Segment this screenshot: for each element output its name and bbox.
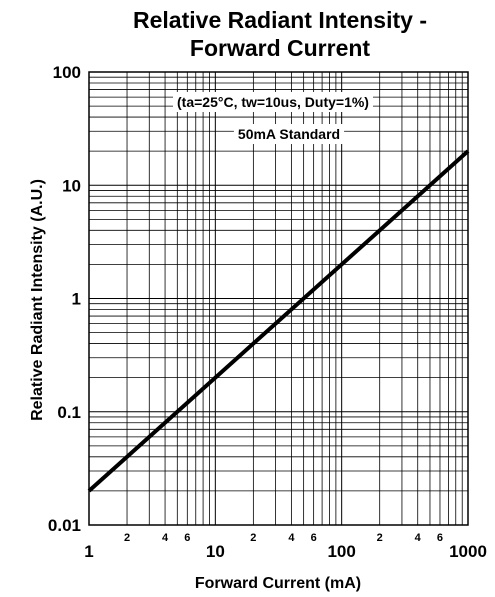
series-layer xyxy=(87,149,470,493)
annotation-2: 50mA Standard xyxy=(238,126,340,142)
x-tick-label: 100 xyxy=(327,542,355,561)
y-axis-label: Relative Radiant Intensity (A.U.) xyxy=(29,179,46,421)
x-minor-tick-label: 4 xyxy=(415,532,422,544)
x-minor-tick-label: 6 xyxy=(437,532,443,544)
x-tick-label: 10 xyxy=(206,542,225,561)
x-minor-tick-label: 6 xyxy=(184,532,190,544)
x-minor-tick-label: 4 xyxy=(288,532,295,544)
y-tick-label: 0.01 xyxy=(48,516,81,535)
x-tick-label: 1000 xyxy=(449,542,487,561)
series-line-1 xyxy=(87,149,470,493)
chart-title-line-1: Relative Radiant Intensity - xyxy=(133,7,427,33)
y-tick-label: 1 xyxy=(72,290,81,309)
y-tick-label: 10 xyxy=(62,176,81,195)
x-minor-tick-label: 6 xyxy=(311,532,317,544)
annotation-2-background xyxy=(233,124,345,144)
x-tick-label: 1 xyxy=(84,542,93,561)
annotation-1-background xyxy=(173,92,373,112)
chart-title-line-2: Forward Current xyxy=(190,35,371,61)
x-minor-tick-label: 2 xyxy=(250,532,256,544)
annotation-layer: (ta=25°C, tw=10us, Duty=1%) 50mA Standar… xyxy=(173,92,373,144)
tick-labels: 1 10 100 1000 2 4 6 2 4 6 2 4 6 0.01 0.1 1 10 100 xyxy=(48,63,487,561)
y-tick-label: 100 xyxy=(53,63,81,82)
plot-frame xyxy=(88,71,469,526)
y-tick-label: 0.1 xyxy=(57,403,81,422)
x-minor-tick-label: 4 xyxy=(162,532,169,544)
x-minor-tick-label: 2 xyxy=(377,532,383,544)
x-minor-tick-label: 2 xyxy=(124,532,130,544)
annotation-1: (ta=25°C, tw=10us, Duty=1%) xyxy=(177,94,369,110)
x-axis-label: Forward Current (mA) xyxy=(195,575,361,592)
